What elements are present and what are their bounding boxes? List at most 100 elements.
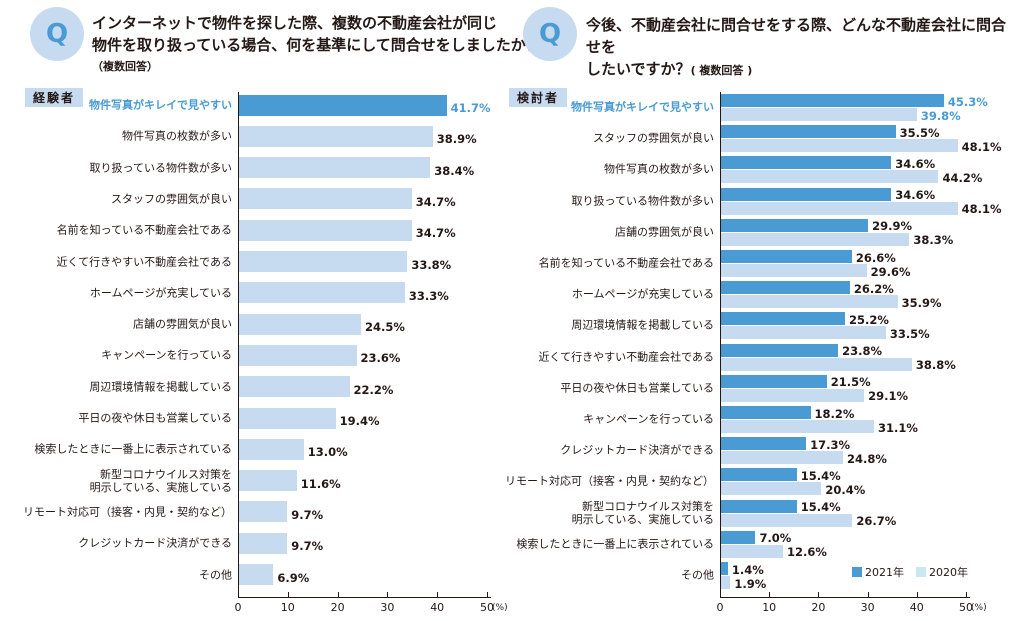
- legend-item: 2020年: [916, 564, 968, 580]
- value-label: 22.2%: [353, 382, 394, 397]
- bar: [721, 343, 839, 357]
- category-label: 周辺環境情報を掲載している: [89, 380, 232, 394]
- value-label: 38.8%: [915, 358, 956, 373]
- value-label: 26.7%: [856, 514, 897, 529]
- bar: [239, 407, 336, 429]
- note-right: ( 複数回答 ): [690, 64, 753, 77]
- legend-label: 2021年: [865, 566, 904, 579]
- value-label: 23.6%: [360, 351, 401, 366]
- value-label: 1.9%: [734, 576, 767, 591]
- value-label: 17.3%: [810, 437, 851, 452]
- value-label: 12.6%: [786, 545, 827, 560]
- value-label: 41.7%: [450, 101, 491, 115]
- value-label: 48.1%: [961, 139, 1002, 154]
- category-label: キャンペーンを行っている: [583, 412, 714, 426]
- value-label: 29.9%: [872, 219, 912, 234]
- x-tick-label: 20: [811, 601, 826, 614]
- bar: [721, 513, 853, 527]
- bar: [721, 420, 874, 433]
- bar: [721, 482, 822, 496]
- legend-swatch: [852, 567, 862, 577]
- x-tick-label: 30: [860, 601, 875, 614]
- category-label: クレジットカード決済ができる: [560, 443, 714, 457]
- value-label: 21.5%: [830, 375, 871, 390]
- bar: [721, 406, 811, 419]
- bar: [721, 264, 867, 277]
- value-label: 34.7%: [415, 194, 456, 209]
- x-tick-label: 40: [430, 601, 445, 614]
- value-label: 38.4%: [434, 163, 475, 178]
- value-label: 33.8%: [411, 257, 452, 272]
- category-label: 名前を知っている不動産会社である: [538, 256, 714, 270]
- bar: [721, 187, 892, 201]
- category-label: 周辺環境情報を掲載している: [571, 318, 714, 332]
- bar: [721, 530, 756, 544]
- x-tick-label: 20: [330, 601, 345, 614]
- x-tick: [720, 592, 721, 597]
- value-label: 44.2%: [942, 170, 983, 185]
- category-label: 平日の夜や休日も営業している: [560, 381, 714, 395]
- question-right: 今後、不動産会社に問合せをする際、どんな不動産会社に問合せを したいですか？( …: [586, 14, 1018, 82]
- value-label: 25.2%: [848, 312, 889, 327]
- bar: [721, 125, 896, 139]
- category-label: 検索したときに一番上に表示されている: [34, 442, 232, 456]
- x-axis-line: [238, 597, 491, 598]
- value-label: 48.1%: [961, 202, 1002, 217]
- bar: [239, 157, 431, 179]
- y-axis-line: [720, 92, 721, 597]
- value-label: 18.2%: [814, 406, 855, 421]
- category-label: 平日の夜や休日も営業している: [78, 411, 232, 425]
- value-label: 38.3%: [913, 233, 954, 248]
- x-tick: [916, 592, 918, 597]
- value-label: 34.6%: [895, 156, 936, 171]
- category-label: 物件写真がキレイで見やすい: [89, 98, 232, 112]
- bar: [239, 501, 288, 523]
- category-label: リモート対応可（接客・内見・契約など）: [505, 474, 714, 488]
- category-label: 新型コロナウイルス対策を 明示している、実施している: [571, 499, 714, 526]
- bar: [721, 437, 807, 451]
- bar: [721, 544, 783, 558]
- bar: [721, 156, 892, 170]
- bar: [239, 251, 408, 272]
- x-tick: [867, 592, 869, 597]
- value-label: 9.7%: [291, 539, 324, 554]
- bar: [721, 374, 827, 388]
- bar: [721, 232, 910, 246]
- bar: [721, 451, 844, 465]
- bar: [721, 201, 958, 215]
- category-label: その他: [199, 568, 232, 581]
- category-label: ホームページが充実している: [89, 286, 232, 300]
- value-label: 24.8%: [847, 451, 887, 466]
- value-label: 11.6%: [300, 476, 341, 491]
- category-label: 取り扱っている物件数が多い: [89, 161, 232, 175]
- category-label: 物件写真の枚数が多い: [122, 129, 232, 143]
- value-label: 29.6%: [870, 264, 911, 279]
- category-label: 新型コロナウイルス対策を 明示している、実施している: [89, 467, 232, 494]
- value-label: 1.4%: [731, 562, 764, 577]
- value-label: 20.4%: [825, 482, 866, 497]
- bar: [721, 218, 869, 232]
- category-label: 物件写真がキレイで見やすい: [571, 100, 714, 114]
- bar: [721, 94, 944, 107]
- category-label: スタッフの雰囲気が良い: [111, 192, 232, 206]
- category-label: 店舗の雰囲気が良い: [615, 225, 714, 239]
- tag-right: 検討者: [509, 88, 568, 107]
- bar: [239, 344, 357, 366]
- category-label: 検索したときに一番上に表示されている: [516, 537, 714, 551]
- question-left: インターネットで物件を探した際、複数の不動産会社が同じ 物件を取り扱っている場合…: [92, 14, 541, 54]
- bar: [721, 281, 850, 295]
- bar: [239, 188, 412, 210]
- bar: [239, 470, 297, 492]
- bar: [239, 532, 288, 554]
- x-tick-label: 50: [480, 601, 494, 614]
- bar: [721, 250, 852, 263]
- bar: [239, 219, 412, 241]
- category-label: 店舗の雰囲気が良い: [133, 317, 232, 331]
- bar: [239, 564, 274, 585]
- value-label: 38.9%: [436, 132, 477, 147]
- x-unit-label: (%): [492, 603, 508, 613]
- category-label: スタッフの雰囲気が良い: [593, 131, 714, 145]
- value-label: 33.5%: [889, 326, 930, 341]
